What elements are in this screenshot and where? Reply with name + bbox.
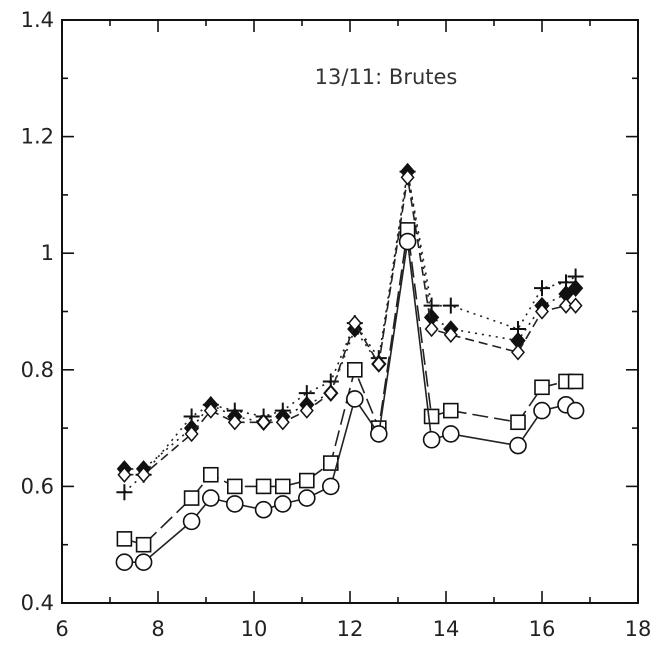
series-open-diamond [117, 169, 583, 483]
data-point-open-diamond [227, 414, 242, 431]
series-line [124, 171, 577, 470]
data-point-circle [297, 489, 316, 507]
data-point-open-diamond [511, 344, 525, 361]
data-point-square [442, 402, 459, 419]
data-point-open-diamond [323, 384, 338, 402]
data-point-square [534, 379, 550, 396]
data-point-open-diamond [559, 297, 573, 314]
x-tick-label: 18 [625, 617, 652, 641]
data-point-square [298, 472, 315, 489]
data-point-square [255, 478, 272, 495]
data-point-circle [321, 477, 340, 496]
data-point-circle [369, 425, 388, 443]
data-point-circle [566, 401, 585, 420]
data-point-circle [182, 512, 201, 531]
data-point-circle [254, 500, 273, 519]
data-point-circle [509, 436, 527, 455]
data-point-square [510, 414, 526, 431]
data-point-square [183, 490, 200, 506]
x-tick-label: 14 [433, 617, 460, 641]
y-tick-label: 1.4 [21, 8, 54, 32]
y-tick-label: 0.8 [21, 358, 54, 382]
data-point-open-diamond [568, 297, 583, 314]
data-point-square [274, 478, 291, 495]
data-point-plus [116, 484, 133, 501]
data-point-square [135, 536, 152, 553]
data-point-open-diamond [136, 466, 151, 483]
data-point-open-diamond [347, 315, 362, 332]
data-point-circle [345, 390, 364, 408]
data-point-circle [134, 553, 153, 571]
data-point-circle [202, 489, 220, 507]
data-point-circle [226, 495, 244, 513]
data-point-square [116, 531, 133, 547]
data-point-plus [534, 280, 550, 297]
data-point-circle [115, 553, 134, 571]
series-circle [115, 232, 585, 571]
data-point-square [423, 408, 440, 425]
x-tick-label: 8 [151, 617, 164, 641]
data-point-filled-diamond [567, 279, 584, 297]
chart-title: 13/11: Brutes [315, 65, 458, 89]
plot-frame [61, 19, 639, 604]
data-point-square [346, 361, 363, 378]
data-point-plus [442, 297, 459, 314]
data-point-circle [533, 401, 551, 420]
data-point-open-diamond [256, 414, 271, 431]
data-point-circle [441, 425, 460, 443]
x-tick-label: 10 [241, 617, 268, 641]
data-point-square [567, 373, 584, 390]
x-tick-label: 6 [55, 617, 68, 641]
y-tick-label: 0.4 [21, 591, 54, 615]
data-point-open-diamond [117, 466, 132, 483]
data-point-open-diamond [299, 402, 314, 419]
data-point-open-diamond [424, 320, 439, 338]
data-point-circle [398, 232, 417, 251]
data-point-square [227, 478, 243, 495]
x-tick-label: 12 [337, 617, 364, 641]
series-layer [115, 162, 585, 571]
y-axis: 0.4 0.6 0.8 1 1.2 1.4 [21, 8, 638, 615]
data-point-open-diamond [400, 169, 415, 186]
x-axis: 6 8 10 12 14 16 18 [55, 20, 651, 641]
data-point-circle [422, 430, 441, 449]
data-point-open-diamond [371, 355, 386, 373]
y-tick-label: 0.6 [21, 474, 54, 498]
data-point-open-diamond [275, 414, 290, 431]
series-line [124, 177, 576, 476]
data-point-square [203, 466, 219, 483]
y-tick-label: 1.2 [21, 125, 54, 149]
y-tick-label: 1 [41, 241, 54, 265]
data-point-open-diamond [535, 303, 549, 320]
data-point-open-diamond [184, 425, 199, 443]
data-point-circle [273, 495, 292, 513]
x-tick-label: 16 [529, 617, 556, 641]
data-point-open-diamond [443, 326, 458, 343]
data-point-open-diamond [203, 402, 218, 419]
series-square [116, 222, 584, 553]
